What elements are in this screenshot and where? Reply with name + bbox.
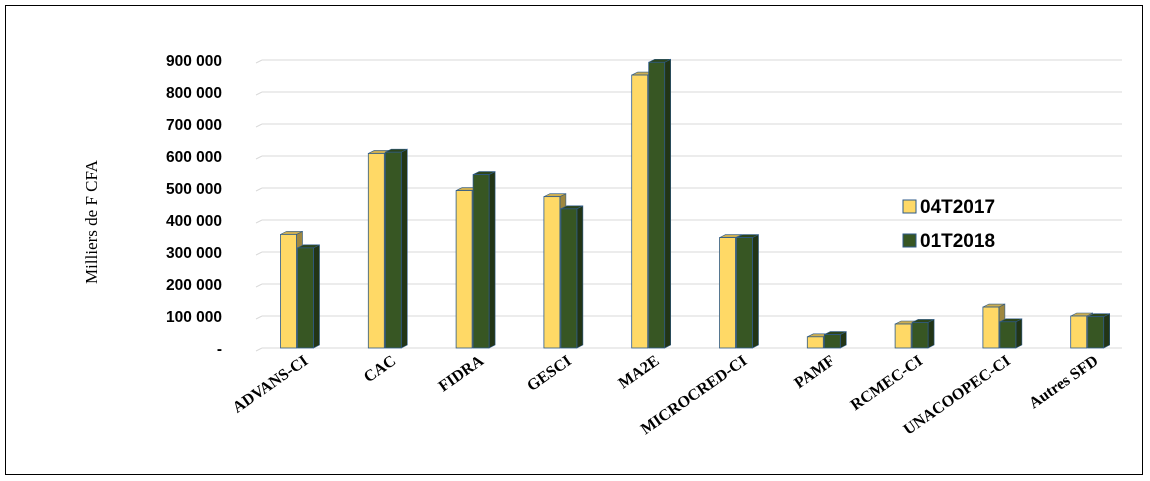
legend-swatch: [902, 233, 917, 248]
bar: [911, 318, 935, 349]
gridline-depth: [255, 219, 263, 224]
y-tick-label: 200 000: [166, 277, 222, 294]
x-tick-label: GESCI: [524, 352, 575, 394]
bar-side: [752, 234, 759, 349]
x-tick-label: CAC: [361, 352, 399, 386]
bar-side: [313, 244, 320, 349]
bar-front: [384, 151, 402, 349]
legend: 04T2017 01T2018: [902, 197, 995, 252]
bars: [280, 58, 1110, 349]
bar-front: [297, 247, 314, 349]
y-axis-ticks: - 100 000 200 000 300 000 400 000 500 000 600 …: [166, 53, 222, 358]
legend-label: 04T2017: [920, 197, 995, 218]
bar-side: [488, 171, 496, 349]
bar: [736, 234, 759, 349]
x-tick-label: Autres SFD: [1026, 352, 1101, 412]
bar-front: [911, 321, 929, 349]
y-tick-label: -: [217, 341, 222, 358]
bar-front: [806, 336, 824, 349]
gridline-depth: [255, 123, 263, 128]
legend-swatch: [902, 199, 917, 214]
y-tick-label: 300 000: [166, 245, 222, 262]
y-tick-label: 800 000: [166, 85, 222, 102]
bar-side: [927, 318, 935, 349]
legend-label: 01T2018: [920, 231, 995, 252]
bar: [560, 205, 584, 349]
x-tick-label: ADVANS-CI: [230, 352, 312, 416]
gridline-depth: [255, 283, 263, 288]
x-tick-label: MA2E: [616, 352, 663, 392]
bar: [823, 331, 847, 349]
bar-side: [664, 58, 672, 349]
y-tick-label: 600 000: [166, 149, 222, 166]
bar-front: [823, 334, 841, 349]
bar-front: [648, 61, 666, 349]
y-tick-label: 400 000: [166, 213, 222, 230]
gridline-depth: [255, 347, 263, 352]
bar-front: [280, 233, 297, 349]
bar-front: [472, 174, 490, 349]
gridline-depth: [255, 251, 263, 256]
bar-front: [1087, 316, 1105, 349]
bar-front: [455, 190, 473, 349]
bar-front: [560, 208, 578, 349]
bar-side: [1103, 313, 1110, 349]
bar-front: [631, 74, 649, 349]
gridline-depth: [255, 187, 263, 192]
bar-front: [982, 306, 1000, 349]
gridline-depth: [255, 315, 263, 320]
bar: [384, 148, 408, 349]
bar: [1087, 313, 1110, 349]
bar-side: [400, 148, 408, 349]
bar-front: [543, 196, 561, 349]
y-axis-title: Milliers de F CFA: [82, 159, 101, 284]
bar-front: [1070, 315, 1088, 349]
bar-side: [1015, 318, 1023, 349]
bar-front: [719, 237, 736, 349]
bar: [648, 58, 672, 349]
x-tick-label: RCMEC-CI: [848, 352, 926, 414]
bar-front: [367, 153, 385, 349]
bar: [472, 171, 496, 349]
y-tick-label: 100 000: [166, 309, 222, 326]
bar: [297, 244, 320, 349]
y-tick-label: 500 000: [166, 181, 222, 198]
gridline-depth: [255, 155, 263, 160]
gridline-depth: [255, 91, 263, 96]
y-tick-label: 900 000: [166, 53, 222, 70]
y-tick-label: 700 000: [166, 117, 222, 134]
bar-side: [576, 205, 584, 349]
bar-front: [894, 323, 912, 349]
x-tick-label: PAMF: [791, 352, 838, 392]
bar-front: [999, 321, 1017, 349]
gridline-depth: [255, 59, 263, 64]
bar-front: [736, 237, 753, 349]
x-tick-label: FIDRA: [436, 352, 488, 395]
bar: [999, 318, 1023, 349]
